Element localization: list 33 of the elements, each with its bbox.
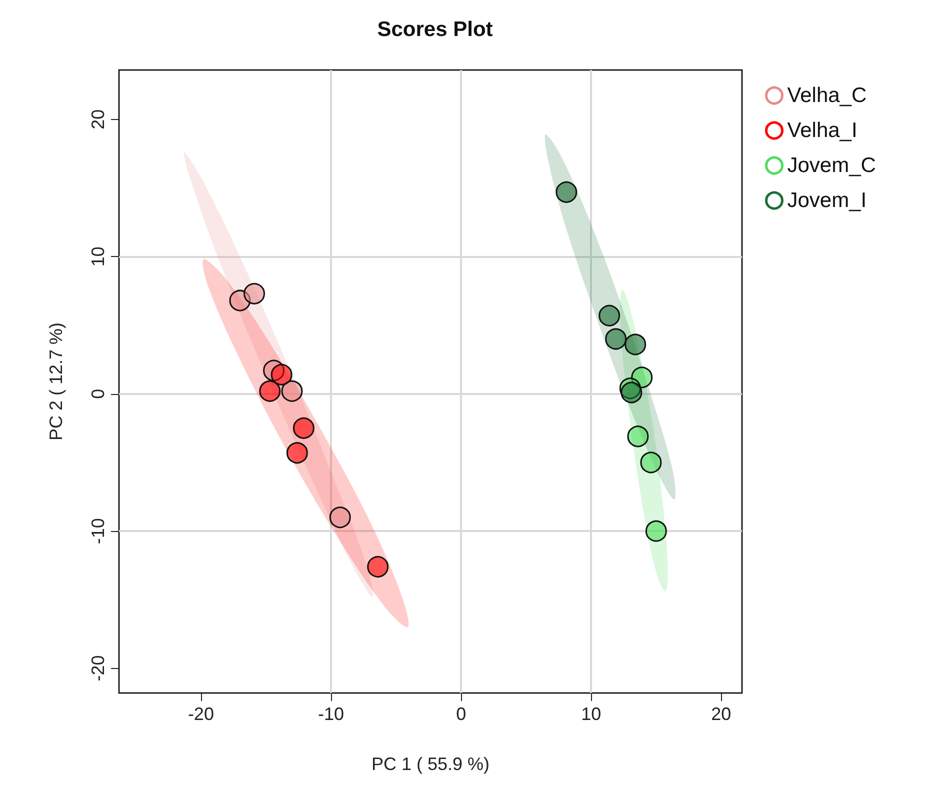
point xyxy=(624,334,646,356)
y-tick-label: 10 xyxy=(88,246,108,267)
x-tick-label: -20 xyxy=(188,704,214,724)
x-tick-label: 0 xyxy=(456,704,466,724)
y-tick-label: -10 xyxy=(88,518,108,544)
x-tick-label: -10 xyxy=(318,704,344,724)
point xyxy=(244,282,266,304)
point xyxy=(640,452,662,474)
y-tick-label: -20 xyxy=(88,655,108,682)
point xyxy=(281,380,303,402)
x-tick-label: 20 xyxy=(711,704,732,724)
x-tick-label: 10 xyxy=(581,704,602,724)
point xyxy=(627,426,649,448)
point xyxy=(292,417,314,439)
point xyxy=(645,520,667,542)
y-axis-title: PC 2 ( 12.7 %) xyxy=(46,322,66,441)
legend-label: Velha_C xyxy=(787,84,867,107)
point xyxy=(367,556,389,578)
point xyxy=(620,382,642,404)
x-axis-title: PC 1 ( 55.9 %) xyxy=(371,754,490,774)
chart-title: Scores Plot xyxy=(377,18,493,41)
point xyxy=(329,506,351,528)
point xyxy=(286,442,308,464)
point xyxy=(598,304,620,326)
point xyxy=(270,364,292,386)
legend-label: Velha_I xyxy=(787,119,858,142)
y-tick-label: 20 xyxy=(88,109,108,130)
point xyxy=(605,328,627,350)
point xyxy=(556,181,578,203)
y-tick-label: 0 xyxy=(88,388,108,399)
legend-label: Jovem_C xyxy=(787,154,876,177)
legend-label: Jovem_I xyxy=(787,189,867,212)
point xyxy=(259,380,281,402)
